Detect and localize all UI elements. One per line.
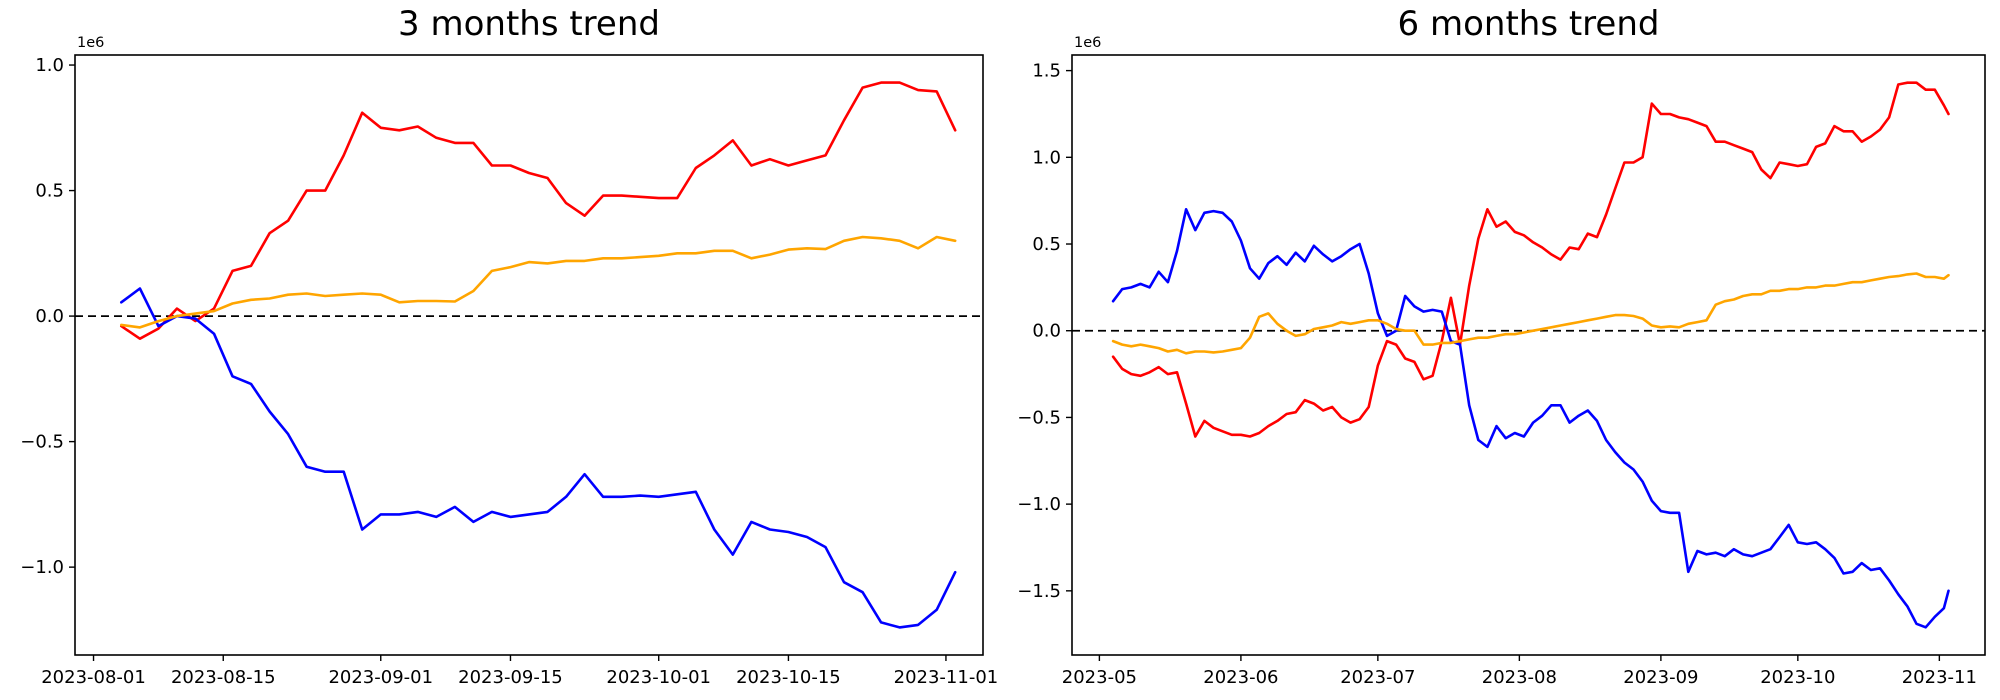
- y-axis-offset-label: 1e6: [77, 35, 104, 51]
- x-tick-label: 2023-08-15: [171, 667, 276, 688]
- y-tick-label: 0.0: [1032, 321, 1061, 342]
- blue-series-line: [1111, 208, 1950, 629]
- y-tick-label: −0.5: [1017, 407, 1061, 428]
- y-tick-label: 1.5: [1032, 61, 1061, 82]
- y-tick-label: 0.5: [1032, 234, 1061, 255]
- red-series-line: [1111, 81, 1950, 438]
- x-tick-label: 2023-10-01: [606, 667, 711, 688]
- y-tick-label: 1.0: [1032, 147, 1061, 168]
- y-tick-label: −1.0: [20, 557, 64, 578]
- x-tick-label: 2023-05: [1062, 667, 1137, 688]
- y-tick-label: 1.0: [35, 55, 64, 76]
- red-series-line: [120, 81, 957, 341]
- x-tick-label: 2023-09-01: [328, 667, 433, 688]
- y-tick-label: −0.5: [20, 432, 64, 453]
- x-tick-label: 2023-09-15: [458, 667, 563, 688]
- x-tick-label: 2023-11-01: [894, 667, 999, 688]
- x-tick-label: 2023-07: [1340, 667, 1415, 688]
- y-tick-label: −1.0: [1017, 494, 1061, 515]
- y-tick-label: 0.0: [35, 306, 64, 327]
- x-tick-label: 2023-06: [1203, 667, 1278, 688]
- y-tick-label: −1.5: [1017, 581, 1061, 602]
- x-tick-label: 2023-09: [1623, 667, 1698, 688]
- chart-3-months-canvas: 2023-08-01 2023-08-15 2023-09-01 2023-09-15…: [20, 35, 999, 688]
- y-axis-offset-label: 1e6: [1074, 35, 1101, 51]
- y-tick-label: 0.5: [35, 181, 64, 202]
- orange-series-line: [120, 235, 957, 329]
- axes-spines: [74, 54, 984, 656]
- axes-spines: [1071, 54, 1986, 656]
- x-tick-label: 2023-08: [1482, 667, 1557, 688]
- chart-6-months-trend: 6 months trend 2023-05 2023-06 2023-07 2023…: [1000, 0, 2000, 700]
- chart-6-months-canvas: 2023-05 2023-06 2023-07 2023-08 2023-09 2023-…: [1017, 35, 1986, 688]
- chart-title-6-months: 6 months trend: [1397, 4, 1660, 44]
- chart-title-3-months: 3 months trend: [398, 4, 660, 44]
- x-tick-label: 2023-10: [1760, 667, 1835, 688]
- x-tick-label: 2023-10-15: [736, 667, 841, 688]
- orange-series-line: [1111, 272, 1950, 355]
- x-tick-label: 2023-08-01: [41, 667, 146, 688]
- blue-series-line: [120, 287, 957, 629]
- chart-3-months-trend: 3 months trend 2023-08-01 2023-08-15 2023-…: [20, 4, 999, 688]
- x-tick-label: 2023-11: [1902, 667, 1977, 688]
